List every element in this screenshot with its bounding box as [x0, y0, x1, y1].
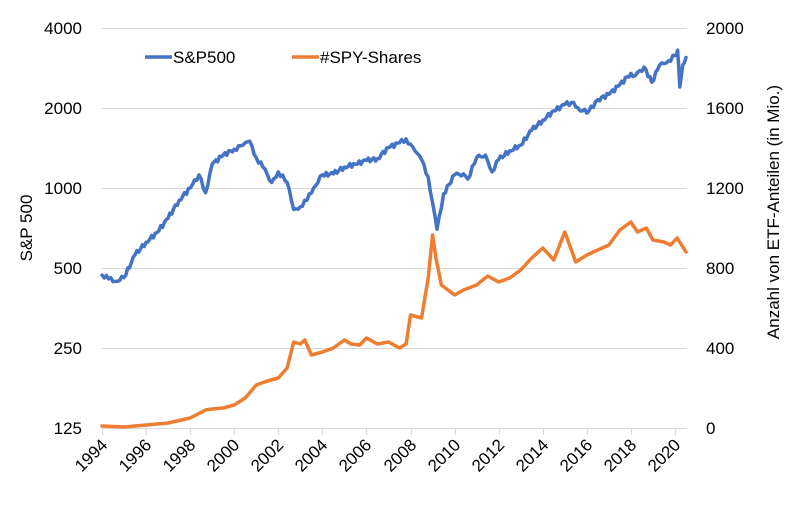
x-tick-label: 2000 [203, 435, 243, 475]
right-y-tick-label: 1600 [706, 99, 744, 118]
right-y-tick-label: 800 [706, 259, 734, 278]
x-tick-label: 2012 [468, 435, 508, 475]
left-y-tick-label: 1000 [44, 179, 82, 198]
left-y-tick-label: 500 [54, 259, 82, 278]
left-y-tick-labels: 125 250 500 1000 2000 4000 [44, 19, 82, 438]
x-tick-label: 2006 [335, 435, 375, 475]
x-tick-label: 2004 [291, 435, 331, 475]
x-tick-label: 2002 [247, 435, 287, 475]
x-tick-labels: 1994 1996 1998 2000 2002 2004 2006 2008 2010 2012… [71, 435, 684, 475]
left-y-tick-label: 4000 [44, 19, 82, 38]
x-tick-label: 1998 [159, 435, 199, 475]
legend-label-spy-shares: #SPY-Shares [320, 48, 421, 67]
right-y-tick-label: 0 [706, 419, 715, 438]
series-lines [100, 48, 688, 429]
series-line-sp500 [100, 48, 688, 284]
series-line-spy-shares [100, 220, 688, 429]
right-y-tick-labels: 0 400 800 1200 1600 2000 [706, 19, 744, 438]
x-tick-label: 2016 [556, 435, 596, 475]
left-y-tick-label: 125 [54, 419, 82, 438]
left-y-axis-title: S&P 500 [17, 195, 36, 262]
right-y-tick-label: 2000 [706, 19, 744, 38]
x-tick-label: 1994 [71, 435, 111, 475]
x-tick-label: 1996 [115, 435, 155, 475]
x-tick-label: 2014 [512, 435, 552, 475]
x-axis-ticks [102, 428, 676, 435]
x-tick-label: 2008 [380, 435, 420, 475]
right-y-tick-label: 400 [706, 339, 734, 358]
legend-item-sp500[interactable]: S&P500 [145, 48, 235, 67]
x-tick-label: 2018 [600, 435, 640, 475]
legend-label-sp500: S&P500 [173, 48, 235, 67]
left-y-tick-label: 250 [54, 339, 82, 358]
x-tick-label: 2010 [424, 435, 464, 475]
legend: S&P500 #SPY-Shares [145, 48, 421, 67]
gridlines [102, 28, 686, 429]
x-tick-label: 2020 [644, 435, 684, 475]
right-y-tick-label: 1200 [706, 179, 744, 198]
left-y-tick-label: 2000 [44, 99, 82, 118]
right-y-axis-title: Anzahl von ETF-Anteilen (in Mio.) [764, 85, 783, 339]
legend-item-spy-shares[interactable]: #SPY-Shares [292, 48, 421, 67]
